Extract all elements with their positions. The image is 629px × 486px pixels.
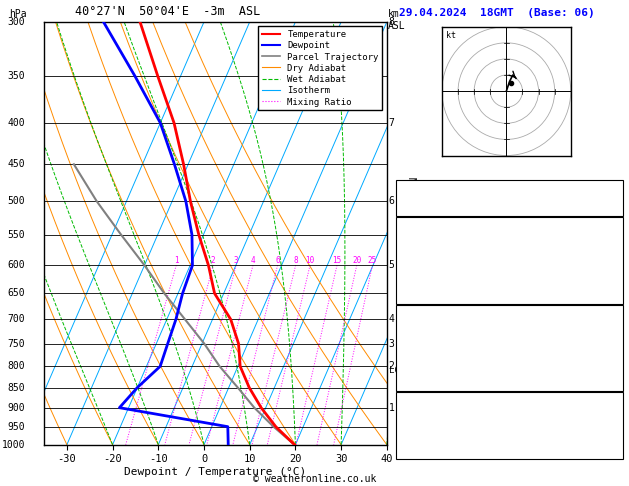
X-axis label: Dewpoint / Temperature (°C): Dewpoint / Temperature (°C) <box>125 467 306 477</box>
Text: 13: 13 <box>607 265 619 275</box>
Text: 7: 7 <box>389 118 394 128</box>
Text: CIN (J): CIN (J) <box>401 290 444 300</box>
Text: θᴇ (K): θᴇ (K) <box>401 330 438 340</box>
Text: StmDir: StmDir <box>401 430 438 440</box>
Text: 27: 27 <box>607 194 619 205</box>
Text: -10: -10 <box>601 182 619 192</box>
Text: 8: 8 <box>389 17 394 27</box>
Text: 6: 6 <box>276 256 280 265</box>
Text: SREH: SREH <box>401 416 426 426</box>
Text: 5.3: 5.3 <box>601 240 619 250</box>
Text: 300: 300 <box>8 17 25 27</box>
Text: 2: 2 <box>211 256 216 265</box>
Text: LCL: LCL <box>389 366 404 375</box>
Text: 0: 0 <box>613 360 619 370</box>
Text: 6: 6 <box>389 196 394 206</box>
Text: 4: 4 <box>250 256 255 265</box>
Text: StmSpd (kt): StmSpd (kt) <box>401 444 469 454</box>
Text: -6: -6 <box>607 416 619 426</box>
Text: 40°27'N  50°04'E  -3m  ASL: 40°27'N 50°04'E -3m ASL <box>75 5 261 18</box>
Text: 0: 0 <box>613 375 619 385</box>
Text: 1000: 1000 <box>2 440 25 450</box>
Text: 550: 550 <box>8 230 25 240</box>
Text: 600: 600 <box>8 260 25 270</box>
Text: 20: 20 <box>352 256 362 265</box>
Text: CAPE (J): CAPE (J) <box>401 278 450 288</box>
Text: Lifted Index: Lifted Index <box>401 345 475 355</box>
Text: CAPE (J): CAPE (J) <box>401 360 450 370</box>
Text: θᴇ(K): θᴇ(K) <box>401 252 432 262</box>
Text: hPa: hPa <box>9 9 27 19</box>
Text: 3: 3 <box>389 339 394 348</box>
Text: 5: 5 <box>613 444 619 454</box>
Text: 900: 900 <box>8 403 25 413</box>
Text: Mixing Ratio (g/kg): Mixing Ratio (g/kg) <box>406 177 416 289</box>
Text: Hodograph: Hodograph <box>481 395 538 405</box>
Text: Pressure (mb): Pressure (mb) <box>401 314 481 325</box>
Text: 1: 1 <box>389 403 394 413</box>
Text: 3: 3 <box>234 256 238 265</box>
Text: 0: 0 <box>613 290 619 300</box>
Text: Totals Totals: Totals Totals <box>401 194 481 205</box>
Text: 1: 1 <box>174 256 179 265</box>
Text: 950: 950 <box>8 422 25 432</box>
Text: 0.65: 0.65 <box>594 207 619 217</box>
Text: 800: 800 <box>8 361 25 371</box>
Text: CIN (J): CIN (J) <box>401 375 444 385</box>
Text: 313: 313 <box>601 330 619 340</box>
Text: Surface: Surface <box>487 220 532 230</box>
Text: Temp (°C): Temp (°C) <box>401 227 457 237</box>
Text: Most Unstable: Most Unstable <box>469 307 550 317</box>
Text: © weatheronline.co.uk: © weatheronline.co.uk <box>253 473 376 484</box>
Text: Lifted Index: Lifted Index <box>401 265 475 275</box>
Text: 307: 307 <box>601 252 619 262</box>
Text: 29.04.2024  18GMT  (Base: 06): 29.04.2024 18GMT (Base: 06) <box>399 8 595 18</box>
Text: PW (cm): PW (cm) <box>401 207 444 217</box>
Text: EH: EH <box>401 402 413 412</box>
Text: 400: 400 <box>8 118 25 128</box>
Text: kt: kt <box>446 31 456 39</box>
Text: 2: 2 <box>389 361 394 371</box>
Text: 850: 850 <box>8 382 25 393</box>
Text: 350: 350 <box>8 71 25 81</box>
Text: Dewp (°C): Dewp (°C) <box>401 240 457 250</box>
Text: 10: 10 <box>306 256 314 265</box>
Text: 9: 9 <box>613 345 619 355</box>
Legend: Temperature, Dewpoint, Parcel Trajectory, Dry Adiabat, Wet Adiabat, Isotherm, Mi: Temperature, Dewpoint, Parcel Trajectory… <box>259 26 382 110</box>
Text: 750: 750 <box>8 339 25 348</box>
Text: 25: 25 <box>368 256 377 265</box>
Text: K: K <box>401 182 408 192</box>
Text: 5: 5 <box>389 260 394 270</box>
Text: 500: 500 <box>8 196 25 206</box>
Text: -27: -27 <box>601 402 619 412</box>
Text: 450: 450 <box>8 159 25 169</box>
Text: 19.8: 19.8 <box>594 227 619 237</box>
Text: 750: 750 <box>601 314 619 325</box>
Text: 107°: 107° <box>594 430 619 440</box>
Text: ASL: ASL <box>388 20 406 31</box>
Text: 0: 0 <box>613 278 619 288</box>
Text: 15: 15 <box>332 256 342 265</box>
Text: 700: 700 <box>8 314 25 325</box>
Text: km: km <box>388 9 400 19</box>
Text: 8: 8 <box>293 256 298 265</box>
Text: 650: 650 <box>8 288 25 298</box>
Text: 4: 4 <box>389 314 394 325</box>
